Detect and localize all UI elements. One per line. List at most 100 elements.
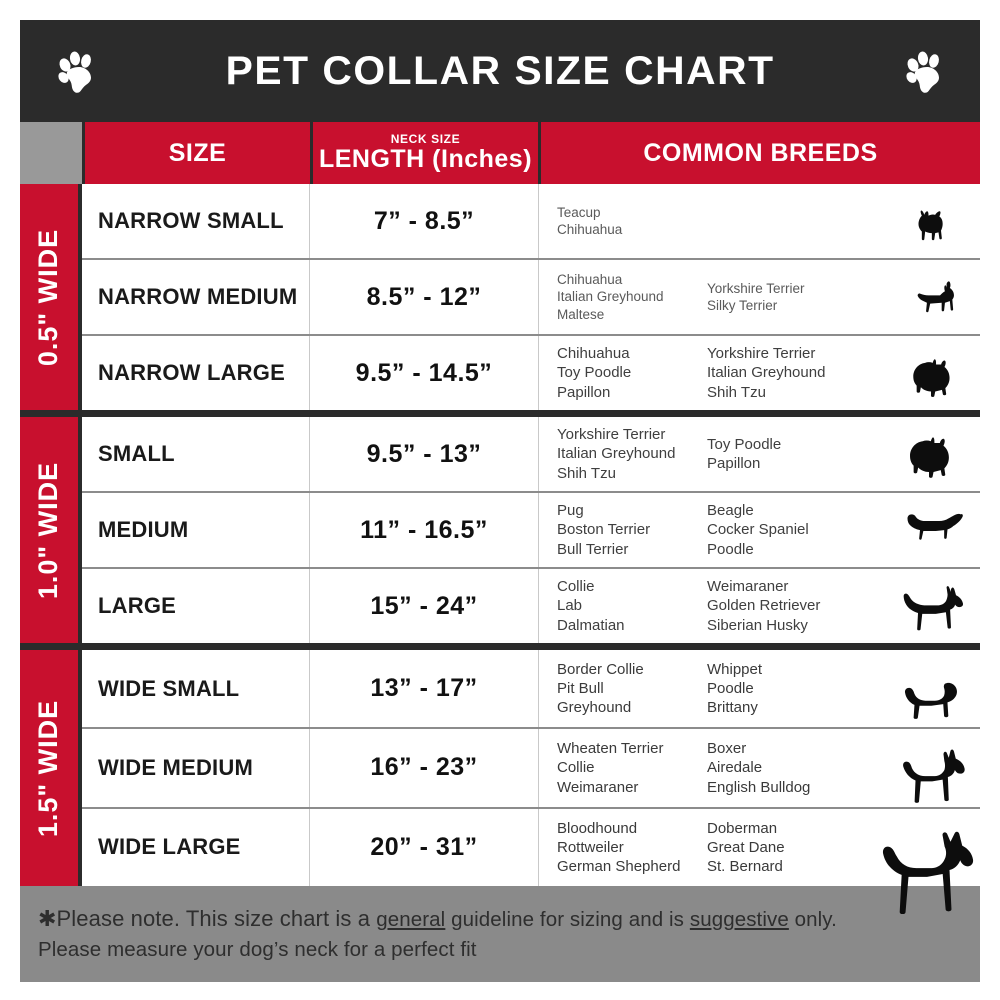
breed-name: Beagle xyxy=(707,502,754,520)
cell-breeds: Chihuahua Toy Poodle Papillon Yorkshire … xyxy=(539,336,980,410)
breeds-right-column: Boxer Airedale English Bulldog xyxy=(707,739,855,797)
breeds-left-column: Yorkshire Terrier Italian Greyhound Shih… xyxy=(557,425,707,483)
cell-breeds: Pug Boston Terrier Bull Terrier Beagle C… xyxy=(539,493,980,567)
chart-footnote: ✱Please note. This size chart is a gener… xyxy=(20,886,980,982)
cell-length: 9.5” - 13” xyxy=(310,417,539,491)
shepherd-silhouette-icon xyxy=(890,586,968,635)
width-label-wide: 1.5" WIDE xyxy=(20,650,82,886)
footnote-text-end: only. xyxy=(788,908,837,932)
cell-length: 13” - 17” xyxy=(310,650,539,728)
breeds-left-column: Border Collie Pit Bull Greyhound xyxy=(557,660,707,718)
table-row[interactable]: WIDE MEDIUM 16” - 23” Wheaten Terrier Co… xyxy=(82,729,980,809)
yorkshire-terrier-silhouette-icon xyxy=(906,208,956,250)
breed-name: Silky Terrier xyxy=(707,298,778,313)
cell-breeds: Yorkshire Terrier Italian Greyhound Shih… xyxy=(539,417,980,491)
breed-name: Shih Tzu xyxy=(557,464,616,482)
breed-name: Toy Poodle xyxy=(557,364,632,382)
breed-name: Papillon xyxy=(557,383,611,401)
cell-size: NARROW MEDIUM xyxy=(82,260,310,334)
cell-breeds: Chihuahua Italian Greyhound Maltese York… xyxy=(539,260,980,334)
breed-name: Yorkshire Terrier xyxy=(707,345,816,363)
boxer-silhouette-icon xyxy=(896,749,970,805)
breed-name: Teacup xyxy=(557,204,601,220)
breeds-left-column: Pug Boston Terrier Bull Terrier xyxy=(557,501,707,559)
table-row[interactable]: LARGE 15” - 24” Collie Lab Dalmatian Wei… xyxy=(82,569,980,643)
table-row[interactable]: NARROW LARGE 9.5” - 14.5” Chihuahua Toy … xyxy=(82,336,980,410)
bulldog-silhouette-icon xyxy=(894,677,962,721)
table-column-header-row: SIZE NECK SIZE LENGTH (Inches) COMMON BR… xyxy=(20,122,980,184)
table-row[interactable]: WIDE SMALL 13” - 17” Border Collie Pit B… xyxy=(82,650,980,730)
table-row[interactable]: MEDIUM 11” - 16.5” Pug Boston Terrier Bu… xyxy=(82,493,980,569)
breed-name: Toy Poodle xyxy=(707,435,782,453)
cell-size: WIDE LARGE xyxy=(82,808,310,886)
cell-size: LARGE xyxy=(82,569,310,643)
footnote-text-mid: guideline for sizing and is xyxy=(445,908,690,932)
breed-name: Bloodhound xyxy=(557,819,638,837)
table-row[interactable]: SMALL 9.5” - 13” Yorkshire Terrier Itali… xyxy=(82,417,980,493)
footnote-line-1: ✱Please note. This size chart is a gener… xyxy=(38,903,962,935)
cell-breeds: Collie Lab Dalmatian Weimaraner Golden R… xyxy=(539,569,980,643)
breed-name: Pug xyxy=(557,502,584,520)
breed-name: Chihuahua xyxy=(557,345,630,363)
cell-length: 8.5” - 12” xyxy=(310,260,539,334)
width-label-narrow-text: 0.5" WIDE xyxy=(33,228,64,366)
cell-size: NARROW LARGE xyxy=(82,336,310,410)
breed-name: Whippet xyxy=(707,660,763,678)
rows-narrow: NARROW SMALL 7” - 8.5” Teacup Chihuahua xyxy=(82,184,980,410)
beagle-silhouette-icon xyxy=(894,511,966,551)
column-header-size-label: SIZE xyxy=(168,138,227,167)
cell-size: MEDIUM xyxy=(82,493,310,567)
breed-name: Poodle xyxy=(707,680,754,698)
breed-name: Doberman xyxy=(707,819,778,837)
table-row[interactable]: NARROW MEDIUM 8.5” - 12” Chihuahua Itali… xyxy=(82,260,980,336)
cell-length: 7” - 8.5” xyxy=(310,184,539,258)
breed-name: Weimaraner xyxy=(707,578,789,596)
cell-length: 20” - 31” xyxy=(310,808,539,886)
width-label-standard: 1.0" WIDE xyxy=(20,417,82,643)
column-header-size: SIZE xyxy=(85,122,313,184)
breed-name: Weimaraner xyxy=(557,778,639,796)
footnote-underline-suggestive: suggestive xyxy=(689,908,789,932)
width-label-standard-text: 1.0" WIDE xyxy=(33,461,64,599)
breed-name: Shih Tzu xyxy=(707,383,766,401)
breeds-right-column: Weimaraner Golden Retriever Siberian Hus… xyxy=(707,577,855,635)
breeds-right-column: Beagle Cocker Spaniel Poodle xyxy=(707,501,855,559)
breeds-right-column: Whippet Poodle Brittany xyxy=(707,660,855,718)
chihuahua-silhouette-icon xyxy=(902,279,960,320)
cell-breeds: Teacup Chihuahua xyxy=(539,184,980,258)
paw-print-icon xyxy=(54,48,98,94)
table-row[interactable]: NARROW SMALL 7” - 8.5” Teacup Chihuahua xyxy=(82,184,980,260)
cell-size: NARROW SMALL xyxy=(82,184,310,258)
breed-name: Dalmatian xyxy=(557,616,625,634)
breed-name: Wheaten Terrier xyxy=(557,740,664,758)
breed-name: Airedale xyxy=(707,759,763,777)
breeds-left-column: Wheaten Terrier Collie Weimaraner xyxy=(557,739,707,797)
breeds-left-column: Chihuahua Italian Greyhound Maltese xyxy=(557,271,707,323)
column-header-breeds: COMMON BREEDS xyxy=(541,122,980,184)
breed-name: Lab xyxy=(557,597,583,615)
breed-name: Siberian Husky xyxy=(707,616,808,634)
cell-breeds: Wheaten Terrier Collie Weimaraner Boxer … xyxy=(539,729,980,806)
breed-name: English Bulldog xyxy=(707,778,811,796)
breed-name: Collie xyxy=(557,759,595,777)
column-header-length-sublabel: NECK SIZE xyxy=(390,132,461,147)
cell-breeds: Bloodhound Rottweiler German Shepherd Do… xyxy=(539,809,980,914)
breed-name: Boston Terrier xyxy=(557,521,651,539)
pet-collar-size-chart: PET COLLAR SIZE CHART SIZE NECK SIZE LEN… xyxy=(20,20,980,982)
rows-wide: WIDE SMALL 13” - 17” Border Collie Pit B… xyxy=(82,650,980,914)
table-row[interactable]: WIDE LARGE 20” - 31” Bloodhound Rottweil… xyxy=(82,808,980,914)
breed-name: Rottweiler xyxy=(557,838,624,856)
breeds-right-column: Yorkshire Terrier Italian Greyhound Shih… xyxy=(707,344,855,402)
breed-name: Great Dane xyxy=(707,838,785,856)
breed-name: Yorkshire Terrier xyxy=(707,280,805,296)
breeds-left-column: Bloodhound Rottweiler German Shepherd xyxy=(557,819,707,877)
table-body: 0.5" WIDE NARROW SMALL 7” - 8.5” Teacup … xyxy=(20,184,980,914)
breed-name: Poodle xyxy=(707,540,754,558)
cell-size: SMALL xyxy=(82,417,310,491)
breed-name: St. Bernard xyxy=(707,857,783,875)
footnote-line-2: Please measure your dog’s neck for a per… xyxy=(38,938,477,962)
cell-size: WIDE SMALL xyxy=(82,650,310,728)
width-group-standard: 1.0" WIDE SMALL 9.5” - 13” Yorkshire Ter… xyxy=(20,417,980,650)
corner-cell xyxy=(20,122,85,184)
breeds-left-column: Collie Lab Dalmatian xyxy=(557,577,707,635)
